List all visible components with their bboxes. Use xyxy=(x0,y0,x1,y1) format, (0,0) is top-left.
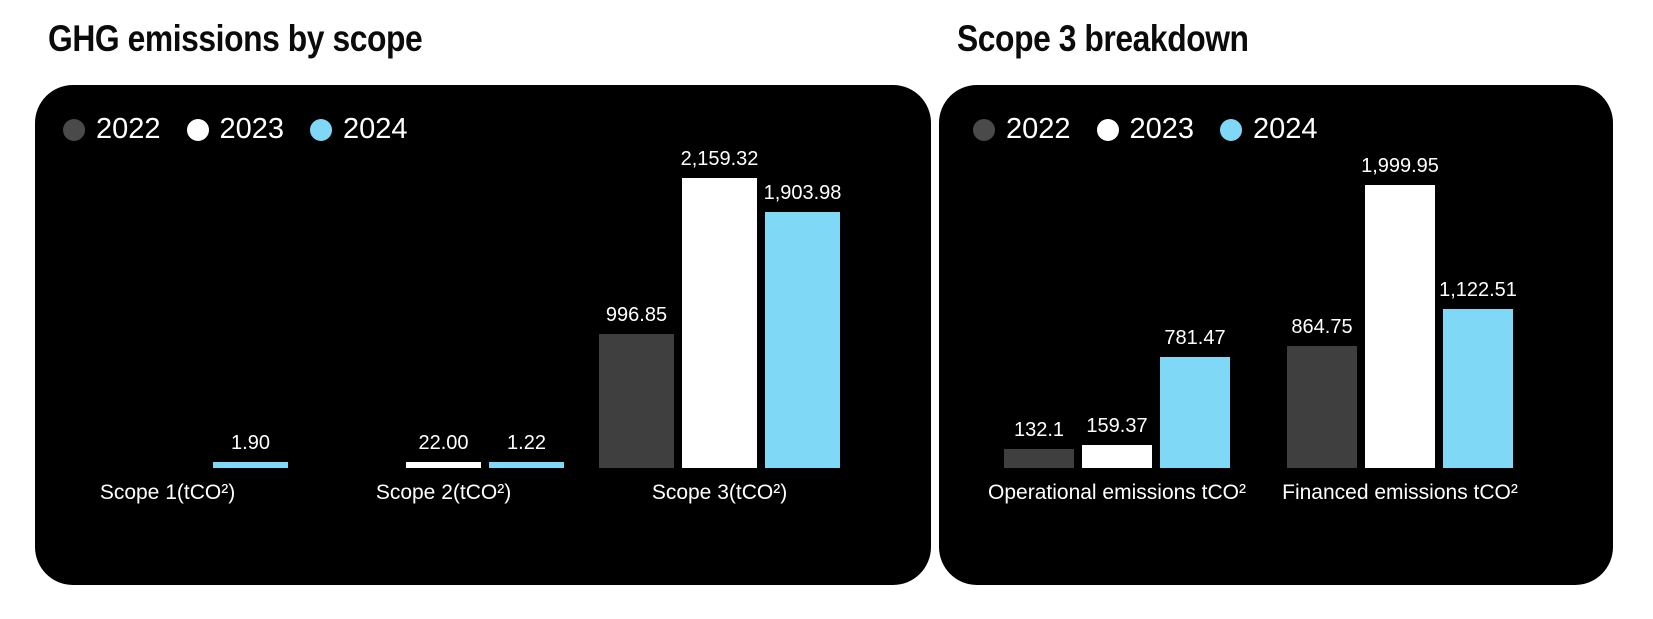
bar-group: 22.00 1.22 Scope 2(tCO²) xyxy=(323,143,564,504)
bar-2022 xyxy=(1004,449,1074,468)
bar-slot-2022: 864.75 xyxy=(1287,316,1357,468)
chart-title-ghg-emissions-by-scope: GHG emissions by scope xyxy=(48,18,423,59)
legend-item-2023: 2023 xyxy=(186,113,285,146)
bar-2022 xyxy=(1287,346,1357,468)
value-label: 864.75 xyxy=(1291,316,1353,338)
plot-area: 1.90 Scope 1(tCO²) 22.00 1.22 Scope 2(tCO²) 9… xyxy=(47,143,842,504)
bar-2024 xyxy=(213,462,288,468)
legend-item-2024: 2024 xyxy=(310,113,408,146)
bar-row: 864.75 1,999.95 1,122.51 xyxy=(1287,155,1517,468)
bar-2024 xyxy=(1160,357,1230,468)
value-label: 781.47 xyxy=(1164,327,1226,349)
bar-row: 996.85 2,159.32 1,903.98 xyxy=(599,148,842,468)
legend-swatch-icon xyxy=(186,118,209,141)
bar-slot-2024: 1,903.98 xyxy=(763,182,842,468)
bar-2024 xyxy=(765,212,840,468)
legend: 2022 2023 2024 xyxy=(63,113,408,146)
bar-row: 22.00 1.22 xyxy=(323,432,564,468)
bar-slot-2022: 996.85 xyxy=(599,304,674,468)
bar-row: 132.1 159.37 781.47 xyxy=(1004,327,1230,468)
value-label: 22.00 xyxy=(418,432,469,454)
bar-slot-2024: 1.22 xyxy=(489,432,564,468)
bar-slot-2023: 2,159.32 xyxy=(680,148,759,468)
bar-slot-2023: 22.00 xyxy=(406,432,481,468)
legend: 2022 2023 2024 xyxy=(973,113,1318,146)
bar-2023 xyxy=(1365,185,1435,468)
legend-label: 2024 xyxy=(343,113,408,145)
legend-label: 2024 xyxy=(1253,113,1318,145)
category-label: Scope 1(tCO²) xyxy=(99,481,236,504)
category-label: Operational emissions tCO² xyxy=(988,481,1246,504)
chart-title-scope-3-breakdown: Scope 3 breakdown xyxy=(957,18,1249,59)
bar-group: 996.85 2,159.32 1,903.98 Scope 3(tCO²) xyxy=(599,143,842,504)
category-label: Scope 2(tCO²) xyxy=(375,481,512,504)
value-label: 2,159.32 xyxy=(680,148,759,170)
bar-2023 xyxy=(1082,445,1152,468)
legend-item-2022: 2022 xyxy=(973,113,1071,146)
chart-panel-ghg-emissions: 2022 2023 2024 1.90 Scope 1(tCO²) 22.00 1.22 S… xyxy=(35,85,931,585)
value-label: 1.22 xyxy=(507,432,546,454)
legend-label: 2023 xyxy=(219,113,285,145)
category-label: Financed emissions tCO² xyxy=(1282,481,1518,504)
bar-2023 xyxy=(406,462,481,468)
legend-swatch-icon xyxy=(1220,118,1243,141)
value-label: 1.90 xyxy=(231,432,270,454)
value-label: 1,122.51 xyxy=(1439,279,1517,301)
legend-label: 2022 xyxy=(96,113,161,145)
plot-area: 132.1 159.37 781.47 Operational emissions t… xyxy=(988,143,1518,504)
bar-slot-2022: 132.1 xyxy=(1004,419,1074,468)
value-label: 132.1 xyxy=(1013,419,1065,441)
legend-item-2023: 2023 xyxy=(1096,113,1195,146)
bar-slot-2024: 1,122.51 xyxy=(1439,279,1517,468)
category-label: Scope 3(tCO²) xyxy=(651,481,788,504)
bar-2022 xyxy=(599,334,674,468)
value-label: 159.37 xyxy=(1086,415,1148,437)
bar-slot-2023: 159.37 xyxy=(1082,415,1152,468)
legend-swatch-icon xyxy=(63,118,85,141)
legend-swatch-icon xyxy=(1096,118,1119,141)
bar-2024 xyxy=(1443,309,1513,468)
bar-slot-2024: 1.90 xyxy=(213,432,288,468)
legend-item-2024: 2024 xyxy=(1220,113,1318,146)
value-label: 996.85 xyxy=(605,304,668,326)
value-label: 1,999.95 xyxy=(1361,155,1439,177)
legend-label: 2023 xyxy=(1129,113,1195,145)
chart-panel-scope3-breakdown: 2022 2023 2024 132.1 159.37 781.47 Operationa… xyxy=(939,85,1613,585)
legend-label: 2022 xyxy=(1006,113,1071,145)
bar-2024 xyxy=(489,462,564,468)
bar-group: 864.75 1,999.95 1,122.51 Financed emissions… xyxy=(1282,143,1518,504)
legend-item-2022: 2022 xyxy=(63,113,161,146)
bar-row: 1.90 xyxy=(47,432,288,468)
bar-group: 1.90 Scope 1(tCO²) xyxy=(47,143,288,504)
legend-swatch-icon xyxy=(310,118,333,141)
bar-slot-2023: 1,999.95 xyxy=(1361,155,1439,468)
value-label: 1,903.98 xyxy=(763,182,842,204)
bar-slot-2024: 781.47 xyxy=(1160,327,1230,468)
bar-group: 132.1 159.37 781.47 Operational emissions t… xyxy=(988,143,1246,504)
legend-swatch-icon xyxy=(973,118,995,141)
bar-2023 xyxy=(682,178,757,468)
